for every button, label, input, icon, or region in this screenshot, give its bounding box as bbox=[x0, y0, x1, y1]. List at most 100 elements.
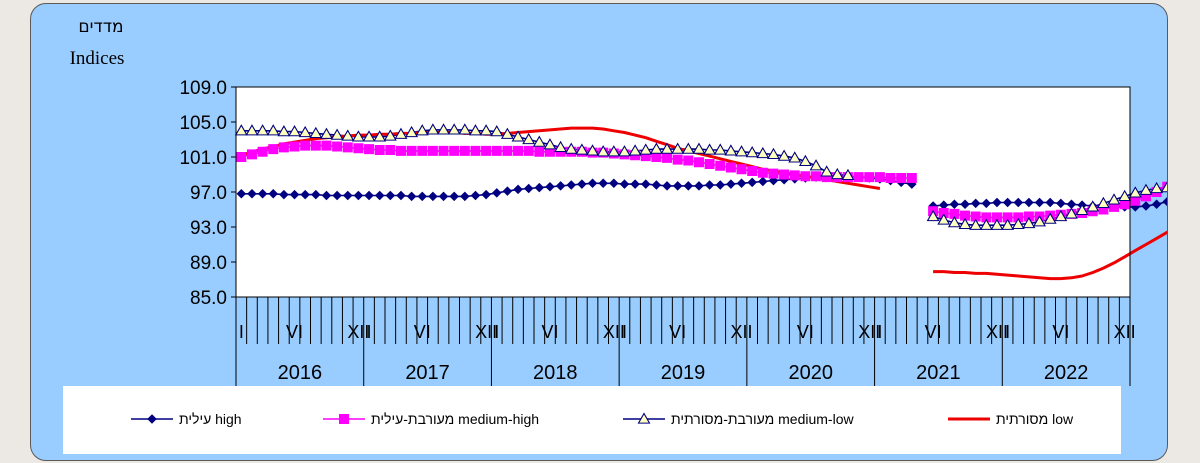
data-point-diamond bbox=[1002, 197, 1013, 208]
data-point-triangle bbox=[479, 124, 493, 136]
data-point-triangle bbox=[958, 217, 972, 230]
data-point-square bbox=[502, 145, 513, 156]
series-markers bbox=[234, 123, 1167, 230]
data-point-diamond bbox=[758, 176, 768, 187]
data-point-diamond bbox=[449, 191, 459, 202]
data-point-square bbox=[1002, 212, 1013, 223]
data-point-triangle bbox=[437, 123, 450, 135]
data-point-diamond bbox=[289, 189, 300, 200]
data-point-square bbox=[339, 414, 349, 424]
data-point-diamond bbox=[970, 198, 981, 209]
data-point-square bbox=[864, 172, 875, 183]
data-point-triangle bbox=[660, 142, 674, 154]
data-point-triangle bbox=[447, 123, 461, 135]
data-point-diamond bbox=[992, 197, 1002, 208]
data-point-diamond bbox=[147, 414, 157, 424]
data-point-triangle bbox=[1065, 207, 1078, 219]
series-medium-low-marker-group bbox=[234, 123, 1167, 230]
data-point-diamond bbox=[1162, 197, 1167, 207]
data-point-square bbox=[853, 172, 864, 183]
data-point-square bbox=[1023, 211, 1034, 222]
data-point-triangle bbox=[394, 127, 408, 139]
data-point-triangle bbox=[777, 149, 791, 161]
data-point-diamond bbox=[236, 188, 247, 199]
data-point-triangle bbox=[767, 147, 780, 160]
data-point-triangle bbox=[1075, 203, 1089, 216]
data-point-square bbox=[406, 145, 417, 156]
data-point-diamond bbox=[300, 189, 310, 200]
month-label: VI bbox=[414, 322, 431, 342]
data-point-triangle bbox=[288, 125, 301, 137]
data-point-square bbox=[310, 140, 321, 151]
data-point-triangle bbox=[639, 143, 653, 155]
legend: עילית high מעורבת-עילית medium-high מעורבת… bbox=[63, 386, 1121, 454]
year-label: 2017 bbox=[405, 362, 450, 384]
data-point-diamond bbox=[406, 191, 417, 202]
data-point-diamond bbox=[949, 199, 960, 210]
data-point-diamond bbox=[353, 190, 364, 201]
year-label: 2018 bbox=[533, 362, 578, 384]
data-point-diamond bbox=[609, 178, 619, 189]
data-point-diamond bbox=[279, 189, 289, 200]
data-point-triangle bbox=[628, 144, 642, 156]
legend-label: מסורתית low bbox=[996, 411, 1074, 427]
data-point-square bbox=[757, 167, 768, 178]
data-point-triangle bbox=[1139, 183, 1153, 195]
data-point-diamond bbox=[683, 181, 694, 191]
data-point-square bbox=[1109, 201, 1120, 212]
data-point-square bbox=[896, 173, 907, 183]
data-point-square bbox=[715, 160, 726, 171]
data-point-triangle bbox=[937, 213, 951, 225]
data-point-square bbox=[342, 142, 353, 153]
y-tick-label: 89.0 bbox=[190, 253, 227, 274]
data-point-triangle bbox=[575, 143, 589, 155]
data-point-square bbox=[374, 145, 385, 155]
data-point-triangle bbox=[798, 154, 812, 167]
data-point-square bbox=[417, 145, 428, 156]
data-point-diamond bbox=[491, 188, 502, 198]
data-point-triangle bbox=[692, 142, 706, 154]
data-point-triangle bbox=[330, 128, 344, 140]
data-point-triangle bbox=[469, 124, 482, 136]
data-point-square bbox=[704, 159, 715, 169]
data-point-triangle bbox=[788, 151, 802, 163]
month-label: VI bbox=[925, 322, 942, 342]
data-point-square bbox=[481, 145, 492, 156]
month-label: XII bbox=[858, 322, 880, 342]
data-point-triangle bbox=[234, 124, 248, 136]
data-point-diamond bbox=[747, 177, 757, 188]
data-point-triangle bbox=[637, 412, 651, 424]
data-point-diamond bbox=[523, 183, 534, 194]
data-point-triangle bbox=[1160, 181, 1167, 193]
data-point-triangle bbox=[351, 130, 365, 142]
data-point-diamond bbox=[428, 191, 438, 202]
data-point-triangle bbox=[820, 165, 834, 177]
data-point-triangle bbox=[500, 127, 514, 139]
data-point-triangle bbox=[532, 135, 546, 147]
data-point-triangle bbox=[671, 142, 685, 154]
data-point-diamond bbox=[385, 190, 396, 201]
data-point-square bbox=[364, 144, 375, 155]
data-point-diamond bbox=[268, 188, 279, 199]
data-point-square bbox=[725, 162, 736, 173]
data-point-square bbox=[736, 164, 747, 175]
data-point-diamond bbox=[438, 191, 449, 202]
y-axis-label-hebrew: מדדים bbox=[78, 17, 123, 37]
data-point-diamond bbox=[587, 178, 598, 189]
data-point-square bbox=[246, 149, 257, 160]
data-point-square bbox=[278, 142, 289, 153]
data-point-square bbox=[449, 145, 460, 156]
plot-area bbox=[236, 87, 1130, 297]
data-point-square bbox=[1013, 212, 1024, 223]
month-label: VI bbox=[797, 322, 814, 342]
data-point-diamond bbox=[364, 190, 374, 201]
data-point-square bbox=[534, 146, 545, 157]
data-point-triangle bbox=[245, 124, 259, 136]
data-point-square bbox=[385, 145, 396, 155]
data-point-square bbox=[949, 208, 960, 219]
data-point-diamond bbox=[396, 190, 406, 201]
data-point-triangle bbox=[1001, 218, 1015, 230]
legend-label: מעורבת-מסורתית medium-low bbox=[671, 411, 854, 427]
data-point-square bbox=[236, 152, 247, 162]
data-point-square bbox=[268, 144, 279, 155]
